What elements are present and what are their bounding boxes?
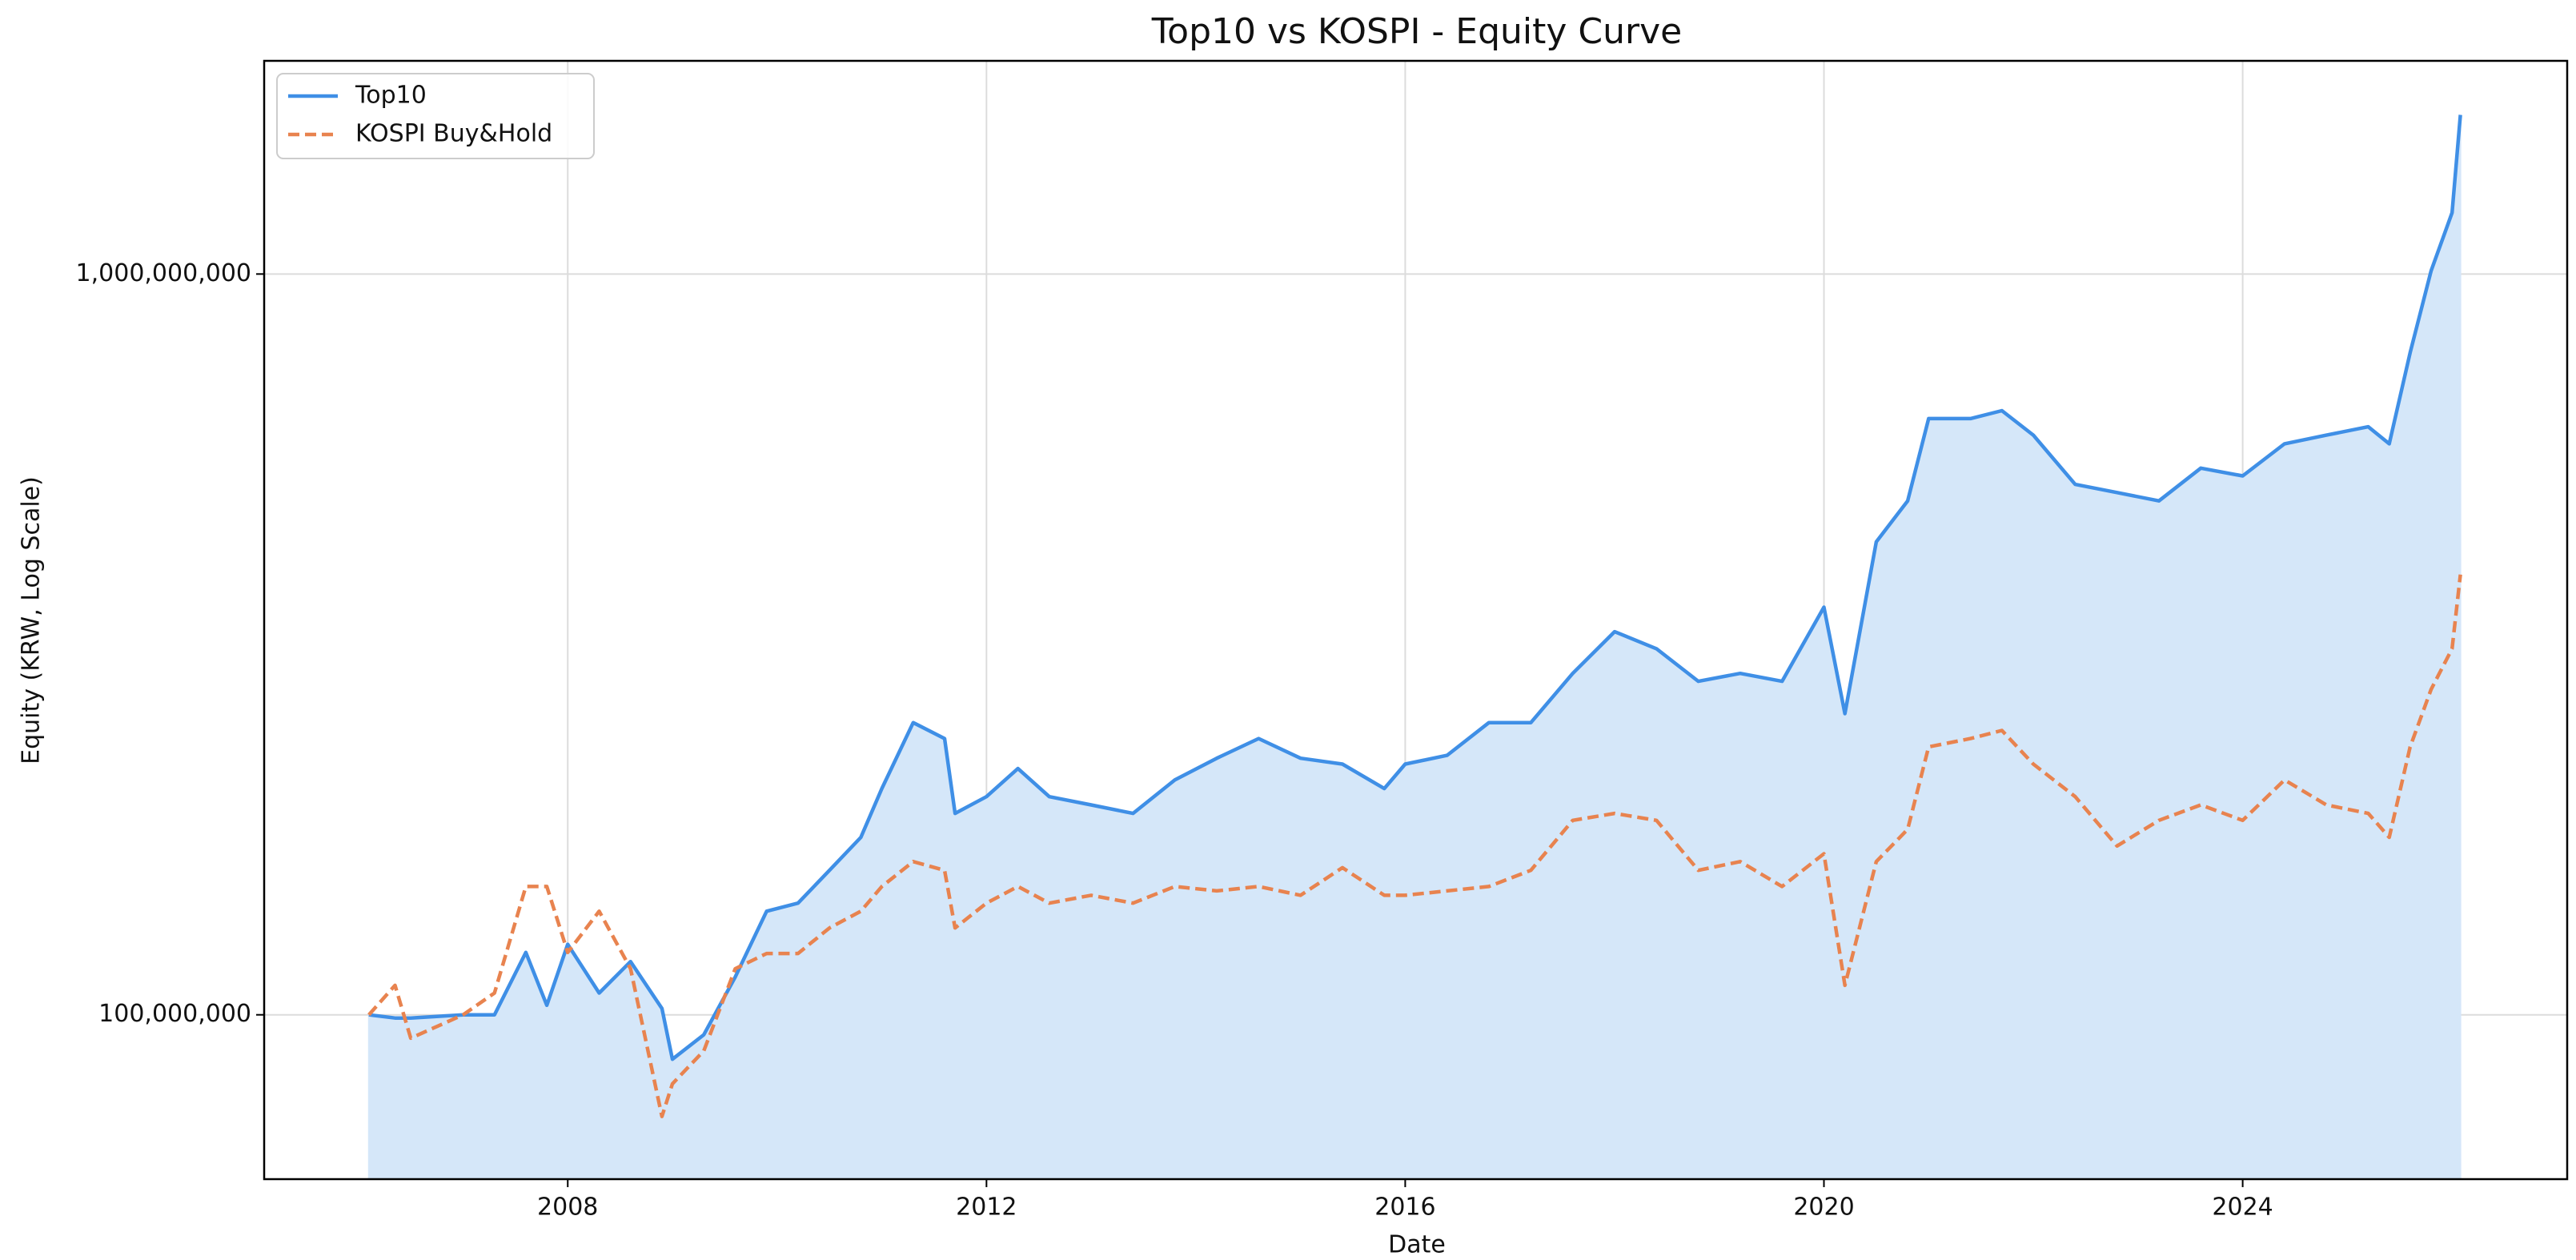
legend-label: KOSPI Buy&Hold <box>355 120 552 148</box>
plot-frame <box>263 59 2569 1181</box>
line <box>367 574 2462 1118</box>
y-tick-label: 100,000,000 <box>98 1000 251 1028</box>
x-tick-label: 2016 <box>1374 1194 1435 1222</box>
legend: Top10 KOSPI Buy&Hold <box>276 73 595 159</box>
line <box>368 114 2462 1061</box>
x-tick-label: 2012 <box>956 1194 1017 1222</box>
legend-label: Top10 <box>355 82 427 110</box>
y-axis-label: Equity (KRW, Log Scale) <box>18 476 46 764</box>
x-tick-label: 2020 <box>1793 1194 1854 1222</box>
chart-title: Top10 vs KOSPI - Equity Curve <box>1151 11 1682 52</box>
x-axis-label: Date <box>1388 1231 1446 1258</box>
y-tick-label: 1,000,000,000 <box>76 259 251 287</box>
x-tick-label: 2024 <box>2212 1194 2273 1222</box>
x-tick-label: 2008 <box>537 1194 598 1222</box>
legend-box <box>276 73 595 159</box>
